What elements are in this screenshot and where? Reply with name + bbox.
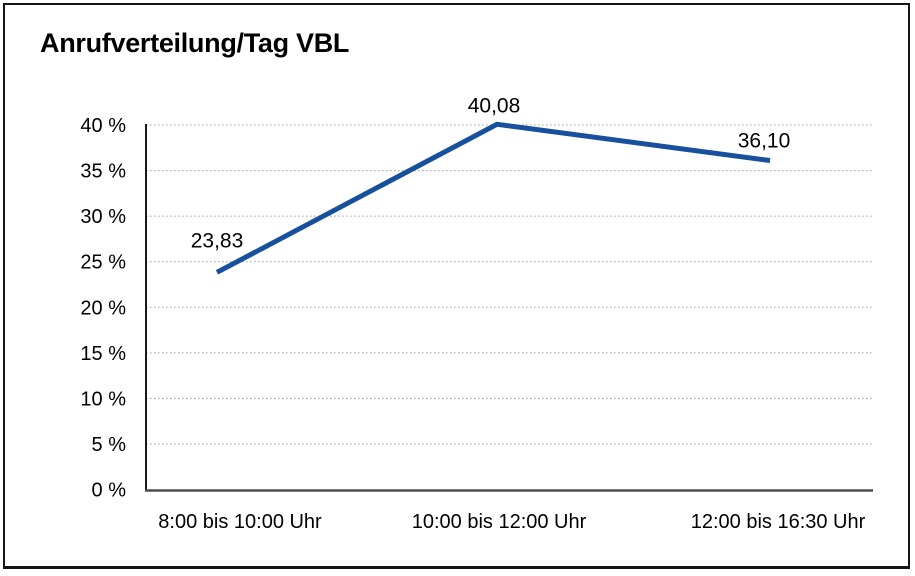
data-label: 23,83 (191, 229, 244, 252)
x-axis-tick-label: 8:00 bis 10:00 Uhr (158, 511, 322, 533)
x-axis-tick-label: 12:00 bis 16:30 Uhr (691, 511, 866, 533)
y-axis-tick-label: 0 % (92, 480, 127, 502)
y-axis-tick-label: 5 % (92, 434, 127, 456)
data-label: 40,08 (468, 94, 521, 117)
y-axis-tick-label: 10 % (80, 388, 126, 410)
y-axis-tick-label: 40 % (80, 115, 126, 137)
y-axis-tick-label: 25 % (80, 252, 126, 274)
y-axis-tick-label: 15 % (80, 343, 126, 365)
data-label: 36,10 (738, 130, 791, 153)
x-axis-tick-label: 10:00 bis 12:00 Uhr (412, 511, 587, 533)
chart-title: Anrufverteilung/Tag VBL (40, 28, 350, 58)
y-axis-tick-label: 35 % (80, 161, 126, 183)
y-axis-tick-label: 30 % (80, 206, 126, 228)
series-line (215, 121, 771, 275)
y-axis-tick-label: 20 % (80, 297, 126, 319)
